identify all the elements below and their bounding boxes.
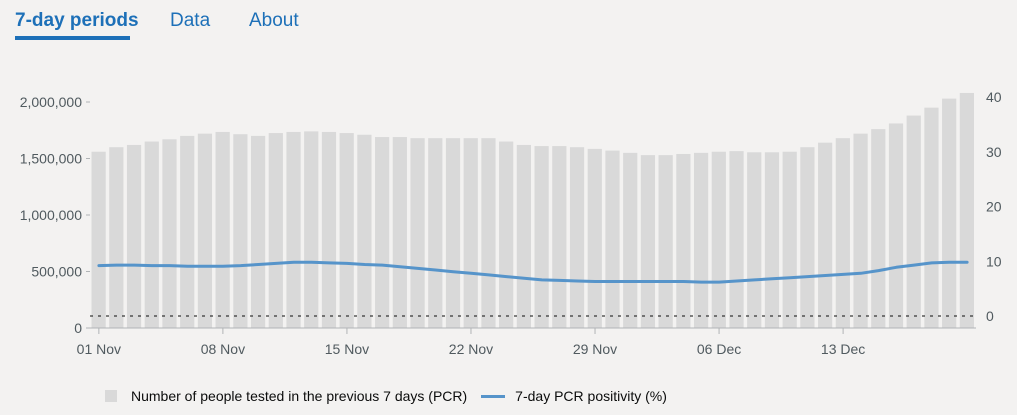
bar — [109, 147, 123, 328]
y-right-tick-label: 10 — [986, 253, 1002, 269]
legend-bar-swatch — [105, 390, 117, 402]
bar — [233, 134, 247, 328]
bar — [180, 136, 194, 328]
bar — [357, 135, 371, 328]
bar — [162, 139, 176, 328]
bar — [446, 138, 460, 328]
bar — [322, 132, 336, 328]
x-tick-label: 29 Nov — [573, 341, 617, 357]
bar — [818, 143, 832, 328]
bar — [729, 151, 743, 328]
bar — [375, 137, 389, 328]
bar — [765, 152, 779, 328]
bar — [428, 138, 442, 328]
y-left-tick-label: 2,000,000 — [20, 94, 82, 110]
bar — [659, 155, 673, 328]
x-tick-label: 15 Nov — [325, 341, 369, 357]
bar — [907, 116, 921, 328]
bar — [251, 136, 265, 328]
bar — [960, 93, 974, 328]
y-right-tick-label: 20 — [986, 199, 1002, 215]
bar — [464, 138, 478, 328]
bar — [198, 134, 212, 328]
bar — [535, 146, 549, 328]
chart: 0 500,000 1,000,000 1,500,000 2,000,000 0 10 20… — [0, 0, 1017, 380]
legend-line-swatch — [481, 395, 505, 398]
x-tick-label: 08 Nov — [201, 341, 245, 357]
y-left-tick-label: 1,500,000 — [20, 151, 82, 167]
bar — [410, 138, 424, 328]
x-tick-label: 06 Dec — [697, 341, 741, 357]
bar — [747, 152, 761, 328]
legend-line-label: 7-day PCR positivity (%) — [515, 388, 667, 404]
bar — [216, 132, 230, 328]
x-tick-label: 01 Nov — [77, 341, 121, 357]
y-left-tick-label: 0 — [74, 320, 82, 336]
bar — [552, 146, 566, 328]
bar — [517, 145, 531, 328]
bar — [871, 129, 885, 328]
chart-legend: Number of people tested in the previous … — [105, 386, 667, 406]
y-right-tick-label: 30 — [986, 144, 1002, 160]
bar — [269, 133, 283, 328]
bar — [853, 134, 867, 328]
y-right-tick-label: 0 — [986, 308, 994, 324]
y-left-tick-label: 1,000,000 — [20, 207, 82, 223]
y-left-tick-label: 500,000 — [31, 264, 82, 280]
bar — [304, 131, 318, 328]
bar — [800, 147, 814, 328]
bar — [127, 145, 141, 328]
bar — [889, 123, 903, 328]
bar — [924, 108, 938, 328]
bar — [340, 133, 354, 328]
bar — [694, 153, 708, 328]
bar — [588, 149, 602, 328]
bar — [393, 137, 407, 328]
bar — [783, 152, 797, 328]
bar — [641, 155, 655, 328]
bar — [570, 147, 584, 328]
x-tick-label: 22 Nov — [449, 341, 493, 357]
bar — [836, 138, 850, 328]
bar — [499, 142, 513, 328]
bar — [481, 138, 495, 328]
bar — [942, 99, 956, 328]
bar — [623, 153, 637, 328]
y-right-tick-label: 40 — [986, 89, 1002, 105]
bar — [145, 142, 159, 328]
bar — [286, 132, 300, 328]
bar — [92, 152, 106, 328]
bar — [605, 151, 619, 328]
bar — [676, 154, 690, 328]
bar — [712, 152, 726, 328]
legend-bar-label: Number of people tested in the previous … — [131, 388, 467, 404]
x-tick-label: 13 Dec — [821, 341, 865, 357]
